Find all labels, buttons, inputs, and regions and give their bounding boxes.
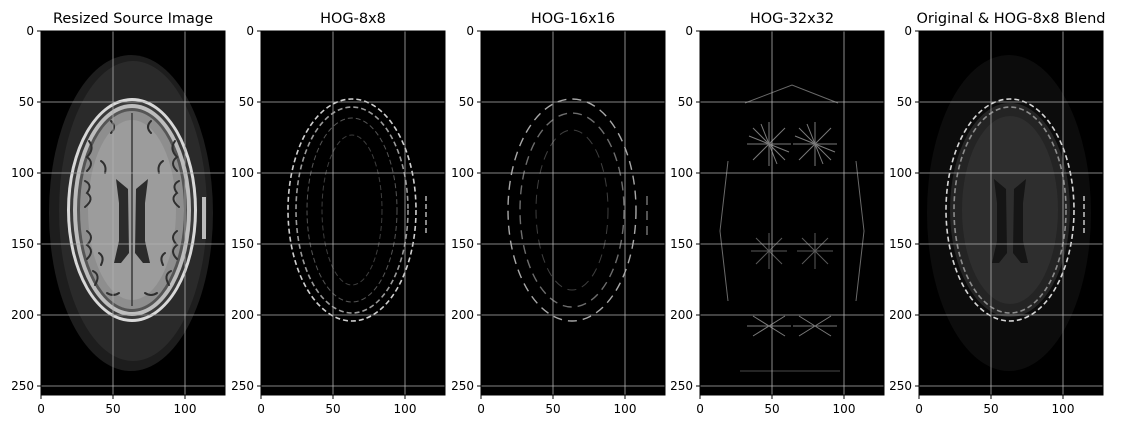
grid-lines <box>261 31 445 395</box>
y-axis <box>477 30 481 387</box>
panel-resized-source: Resized Source Image <box>11 11 226 416</box>
x-tick-label: 100 <box>1052 402 1075 416</box>
image-area <box>261 31 445 395</box>
x-tick-label: 100 <box>394 402 417 416</box>
y-tick-label: 100 <box>451 166 474 180</box>
hog-star <box>751 233 787 269</box>
y-axis <box>257 30 261 387</box>
hog-star <box>793 315 837 337</box>
axes-frame <box>260 30 446 396</box>
y-tick-label: 250 <box>889 379 912 393</box>
y-tick-label: 200 <box>11 308 34 322</box>
x-axis <box>40 395 186 399</box>
y-tick-label: 50 <box>678 95 693 109</box>
y-tick-label: 250 <box>11 379 34 393</box>
y-tick-label: 150 <box>451 237 474 251</box>
panel-title: Resized Source Image <box>53 11 213 27</box>
brain-mri-image <box>49 55 213 371</box>
x-axis <box>918 395 1064 399</box>
y-tick-label: 150 <box>11 237 34 251</box>
x-axis <box>699 395 845 399</box>
y-axis <box>915 30 919 387</box>
panel-hog-32x32: HOG-32x32 <box>670 11 885 416</box>
hog-8x8-image <box>287 98 427 322</box>
x-tick-label: 0 <box>696 402 704 416</box>
y-tick-label: 50 <box>19 95 34 109</box>
y-tick-label: 150 <box>670 237 693 251</box>
y-tick-label: 50 <box>239 95 254 109</box>
panel-hog-8x8: HOG-8x8 0 50 100 0 50 <box>231 11 446 416</box>
hog-star <box>747 122 791 166</box>
grid-lines <box>700 31 884 395</box>
y-tick-label: 100 <box>670 166 693 180</box>
y-tick-label: 0 <box>26 24 34 38</box>
y-tick-label: 250 <box>451 379 474 393</box>
y-tick-label: 0 <box>685 24 693 38</box>
hog-star <box>793 122 837 166</box>
x-axis <box>480 395 626 399</box>
grid-lines <box>919 31 1103 395</box>
image-area <box>481 31 665 395</box>
y-tick-label: 200 <box>231 308 254 322</box>
y-tick-label: 100 <box>231 166 254 180</box>
y-tick-label: 150 <box>231 237 254 251</box>
grid-lines <box>41 31 225 395</box>
blend-image <box>927 55 1091 371</box>
x-tick-label: 50 <box>325 402 340 416</box>
y-tick-label: 200 <box>670 308 693 322</box>
y-tick-label: 200 <box>451 308 474 322</box>
x-tick-label: 0 <box>915 402 923 416</box>
x-tick-label: 0 <box>37 402 45 416</box>
y-tick-label: 100 <box>889 166 912 180</box>
y-tick-label: 250 <box>231 379 254 393</box>
panel-title: HOG-32x32 <box>750 11 834 27</box>
y-tick-label: 50 <box>897 95 912 109</box>
hog-32x32-image <box>719 84 865 372</box>
panel-title: HOG-8x8 <box>320 11 386 27</box>
y-tick-label: 0 <box>466 24 474 38</box>
image-area <box>700 31 884 395</box>
y-tick-label: 100 <box>11 166 34 180</box>
x-tick-label: 0 <box>257 402 265 416</box>
y-tick-label: 0 <box>904 24 912 38</box>
hog-16x16-image <box>507 98 648 322</box>
y-axis <box>37 30 41 387</box>
axes-frame <box>40 30 226 396</box>
y-tick-label: 50 <box>459 95 474 109</box>
panel-title: Original & HOG-8x8 Blend <box>917 11 1106 27</box>
y-axis <box>696 30 700 387</box>
y-tick-label: 0 <box>246 24 254 38</box>
grid-lines <box>481 31 665 395</box>
hog-star <box>747 315 791 337</box>
x-tick-label: 0 <box>477 402 485 416</box>
x-tick-label: 50 <box>764 402 779 416</box>
x-tick-label: 100 <box>614 402 637 416</box>
panel-title: HOG-16x16 <box>531 11 615 27</box>
x-axis <box>260 395 406 399</box>
x-tick-label: 100 <box>833 402 856 416</box>
hog-star <box>797 233 833 269</box>
axes-frame <box>699 30 885 396</box>
y-tick-label: 150 <box>889 237 912 251</box>
x-tick-label: 50 <box>545 402 560 416</box>
axes-frame <box>918 30 1104 396</box>
x-tick-label: 50 <box>105 402 120 416</box>
panel-blend: Original & HOG-8x8 Blend 0 <box>889 11 1105 416</box>
panel-hog-16x16: HOG-16x16 0 50 100 0 50 100 <box>451 11 666 416</box>
x-tick-label: 50 <box>983 402 998 416</box>
y-tick-label: 250 <box>670 379 693 393</box>
axes-frame <box>480 30 666 396</box>
y-tick-label: 200 <box>889 308 912 322</box>
x-tick-label: 100 <box>174 402 197 416</box>
